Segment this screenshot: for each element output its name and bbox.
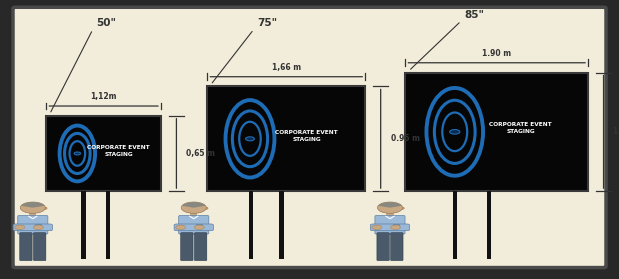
Circle shape	[41, 207, 47, 210]
Circle shape	[391, 225, 400, 230]
Text: CORPORATE EVENT
STAGING: CORPORATE EVENT STAGING	[275, 130, 338, 142]
FancyBboxPatch shape	[194, 233, 207, 261]
Wedge shape	[378, 202, 402, 208]
Bar	[453, 191, 457, 259]
Text: 0.95 m: 0.95 m	[391, 134, 420, 143]
Bar	[46, 116, 161, 191]
Circle shape	[181, 202, 206, 213]
Text: 50": 50"	[96, 18, 116, 28]
Text: 1,09 m: 1,09 m	[613, 127, 619, 136]
Circle shape	[194, 225, 204, 230]
Circle shape	[246, 137, 254, 141]
Bar	[487, 191, 491, 259]
Text: 0,65 m: 0,65 m	[186, 149, 215, 158]
FancyBboxPatch shape	[375, 215, 405, 234]
FancyBboxPatch shape	[377, 233, 389, 261]
Text: CORPORATE EVENT
STAGING: CORPORATE EVENT STAGING	[87, 145, 150, 157]
Bar	[405, 73, 588, 191]
Circle shape	[20, 202, 45, 213]
Circle shape	[74, 152, 80, 155]
Circle shape	[449, 129, 460, 134]
Bar	[249, 191, 253, 259]
FancyBboxPatch shape	[13, 224, 53, 231]
Bar	[82, 191, 85, 259]
Circle shape	[202, 207, 208, 210]
Bar	[207, 86, 365, 191]
Bar	[190, 213, 197, 216]
FancyBboxPatch shape	[174, 224, 214, 231]
FancyBboxPatch shape	[370, 224, 410, 231]
Circle shape	[176, 225, 186, 230]
Bar	[106, 191, 110, 259]
Wedge shape	[182, 202, 206, 208]
Circle shape	[15, 225, 25, 230]
FancyBboxPatch shape	[179, 215, 209, 234]
Bar	[280, 191, 284, 259]
FancyBboxPatch shape	[18, 215, 48, 234]
Wedge shape	[21, 202, 45, 208]
Bar	[35, 224, 41, 226]
FancyBboxPatch shape	[391, 233, 403, 261]
Circle shape	[399, 207, 404, 210]
Bar	[29, 213, 37, 216]
Bar	[196, 224, 202, 226]
Circle shape	[33, 225, 43, 230]
FancyBboxPatch shape	[13, 7, 606, 268]
FancyBboxPatch shape	[33, 233, 46, 261]
Text: 1,12m: 1,12m	[90, 92, 117, 101]
Text: 85": 85"	[464, 9, 484, 20]
FancyBboxPatch shape	[20, 233, 32, 261]
Bar	[386, 213, 394, 216]
Text: CORPORATE EVENT
STAGING: CORPORATE EVENT STAGING	[489, 122, 552, 134]
FancyBboxPatch shape	[181, 233, 193, 261]
Text: 1.90 m: 1.90 m	[482, 49, 511, 58]
Bar	[392, 224, 399, 226]
Text: 75": 75"	[257, 18, 277, 28]
Text: 1,66 m: 1,66 m	[272, 63, 301, 72]
Circle shape	[378, 202, 402, 213]
Circle shape	[372, 225, 382, 230]
